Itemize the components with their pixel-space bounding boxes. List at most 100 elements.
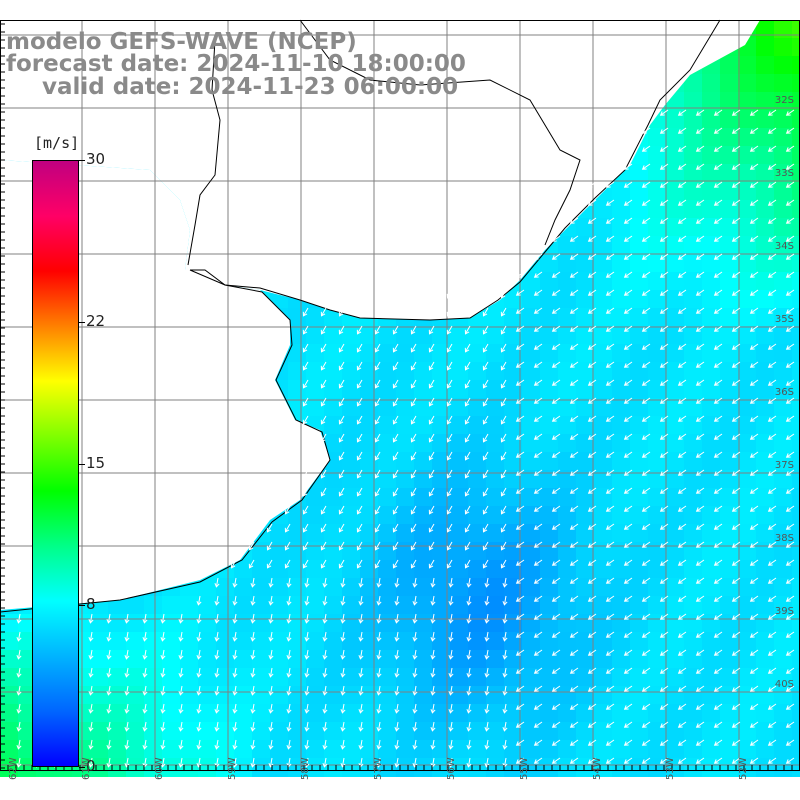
wind-arrow bbox=[483, 289, 489, 299]
wind-arrow-head bbox=[533, 759, 539, 764]
field-cell bbox=[90, 632, 109, 651]
wind-arrow bbox=[534, 559, 543, 566]
wind-arrow-head bbox=[392, 329, 398, 335]
wind-arrow-head bbox=[358, 582, 364, 588]
wind-arrow bbox=[125, 757, 129, 767]
wind-arrow-head bbox=[394, 582, 400, 588]
wind-arrow bbox=[624, 217, 633, 224]
wind-arrow-head bbox=[767, 237, 773, 242]
wind-arrow bbox=[696, 163, 705, 170]
wind-arrow bbox=[359, 631, 363, 641]
wind-arrow-head bbox=[178, 708, 184, 714]
wind-arrow-head bbox=[376, 672, 382, 678]
wind-arrow-head bbox=[124, 708, 130, 714]
wind-arrow bbox=[143, 649, 147, 659]
field-cell bbox=[306, 308, 325, 327]
wind-arrow bbox=[467, 613, 471, 623]
wind-arrow-head bbox=[88, 654, 94, 660]
wind-arrow bbox=[678, 343, 687, 350]
field-cell bbox=[288, 596, 307, 615]
wind-arrow bbox=[552, 361, 561, 368]
wind-arrow bbox=[714, 235, 723, 242]
wind-arrow bbox=[375, 487, 381, 497]
wind-arrow bbox=[606, 577, 615, 584]
wind-arrow bbox=[570, 253, 579, 260]
wind-arrow bbox=[660, 217, 669, 224]
wind-arrow bbox=[485, 667, 489, 677]
colorbar-units: [m/s] bbox=[34, 134, 80, 152]
wind-arrow bbox=[714, 649, 723, 656]
wind-arrow bbox=[287, 721, 291, 731]
wind-arrow bbox=[768, 307, 777, 314]
wind-arrow bbox=[413, 685, 417, 695]
wind-arrow bbox=[696, 595, 705, 602]
wind-arrow bbox=[339, 469, 345, 479]
wind-arrow-head bbox=[695, 255, 701, 260]
field-cell bbox=[414, 524, 433, 543]
wind-arrow-head bbox=[533, 453, 539, 458]
wind-arrow bbox=[660, 199, 669, 206]
wind-arrow-head bbox=[250, 744, 256, 750]
field-cell bbox=[468, 452, 487, 471]
wind-arrow-head bbox=[785, 399, 791, 404]
wind-arrow-head bbox=[502, 600, 508, 606]
wind-arrow-head bbox=[358, 690, 364, 696]
wind-arrow-head bbox=[124, 744, 130, 750]
wind-arrow-head bbox=[749, 237, 755, 242]
wind-arrow-head bbox=[376, 762, 382, 768]
wind-arrow bbox=[377, 703, 381, 713]
field-cell bbox=[486, 416, 505, 435]
wind-arrow-head bbox=[659, 705, 665, 710]
wind-arrow-head bbox=[677, 687, 683, 692]
wind-arrow bbox=[750, 559, 759, 566]
wind-arrow-head bbox=[464, 383, 470, 389]
wind-arrow bbox=[714, 145, 723, 152]
wind-arrow-head bbox=[304, 708, 310, 714]
field-cell bbox=[198, 686, 217, 705]
field-cell bbox=[288, 542, 307, 561]
field-cell bbox=[342, 506, 361, 525]
wind-arrow-head bbox=[749, 561, 755, 566]
field-cell bbox=[486, 686, 505, 705]
field-cell bbox=[306, 596, 325, 615]
field-cell bbox=[324, 506, 343, 525]
wind-arrow-head bbox=[124, 654, 130, 660]
wind-arrow-head bbox=[713, 615, 719, 620]
field-cell bbox=[108, 650, 127, 669]
wind-arrow bbox=[107, 739, 111, 749]
wind-arrow bbox=[552, 415, 561, 422]
wind-arrow-head bbox=[749, 381, 755, 386]
field-cell bbox=[486, 326, 505, 345]
wind-arrow bbox=[642, 595, 651, 602]
wind-arrow bbox=[786, 703, 795, 710]
wind-arrow-head bbox=[446, 293, 452, 299]
field-cell bbox=[144, 596, 163, 615]
wind-arrow-head bbox=[749, 489, 755, 494]
field-cell bbox=[792, 254, 800, 273]
wind-arrow-head bbox=[358, 600, 364, 606]
wind-arrow bbox=[660, 613, 669, 620]
field-cell bbox=[792, 614, 800, 633]
wind-arrow-head bbox=[641, 417, 647, 422]
wind-arrow bbox=[678, 415, 687, 422]
wind-arrow-head bbox=[551, 525, 557, 530]
wind-arrow-head bbox=[605, 489, 611, 494]
wind-arrow-head bbox=[695, 669, 701, 674]
field-cell bbox=[378, 722, 397, 741]
wind-arrow bbox=[534, 253, 543, 260]
field-cell bbox=[234, 632, 253, 651]
wind-arrow-head bbox=[16, 690, 22, 696]
wind-arrow bbox=[411, 487, 417, 497]
wind-arrow-head bbox=[533, 417, 539, 422]
wind-arrow-head bbox=[320, 329, 326, 335]
wind-arrow bbox=[714, 253, 723, 260]
wind-arrow bbox=[483, 361, 489, 371]
wind-arrow bbox=[732, 541, 741, 548]
wind-arrow-head bbox=[641, 759, 647, 764]
wind-arrow-head bbox=[338, 509, 344, 515]
wind-arrow bbox=[534, 451, 543, 458]
wind-arrow bbox=[341, 595, 345, 605]
wind-arrow-head bbox=[569, 201, 575, 206]
wind-arrow bbox=[570, 433, 579, 440]
